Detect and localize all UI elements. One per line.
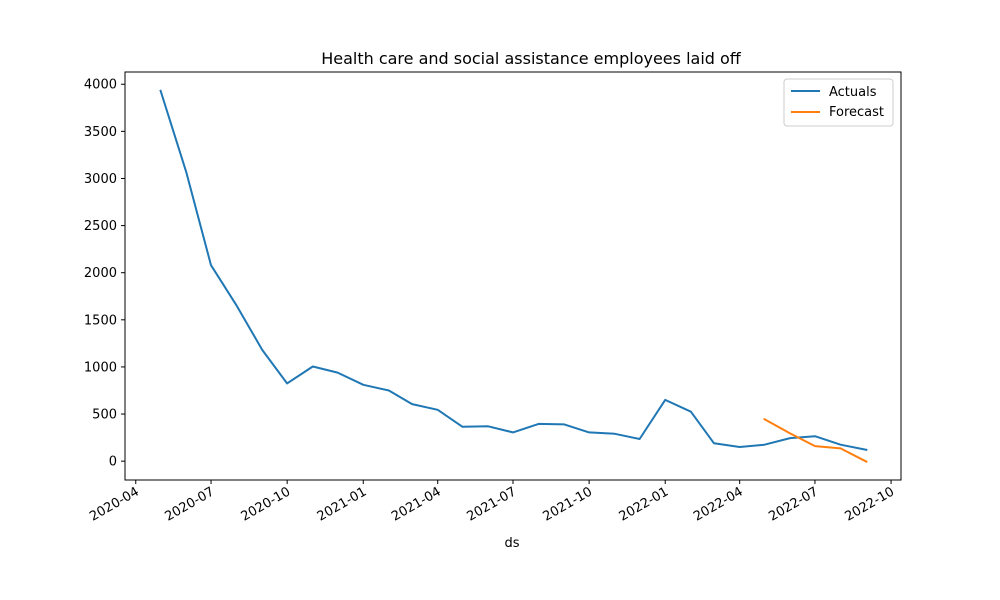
- y-tick-label: 0: [109, 455, 117, 470]
- series-lines: [159, 89, 868, 463]
- y-tick-label: 3500: [84, 125, 117, 140]
- legend: Actuals Forecast: [783, 78, 894, 127]
- y-tick-label: 2500: [84, 219, 117, 234]
- y-axis: 0 500 1000 1500 2000 2500 3000 3500 4000: [84, 78, 125, 470]
- x-axis-label: ds: [504, 536, 519, 551]
- legend-label-actuals: Actuals: [829, 85, 877, 100]
- y-tick-label: 1000: [84, 360, 117, 375]
- y-tick-label: 3000: [84, 172, 117, 187]
- y-tick-label: 2000: [84, 266, 117, 281]
- y-tick-label: 1500: [84, 313, 117, 328]
- y-tick-label: 500: [92, 408, 117, 423]
- chart-title: Health care and social assistance employ…: [321, 49, 742, 68]
- series-line-actuals: [159, 89, 868, 451]
- legend-label-forecast: Forecast: [829, 105, 884, 120]
- y-tick-label: 4000: [84, 78, 117, 93]
- series-line-forecast: [763, 417, 868, 463]
